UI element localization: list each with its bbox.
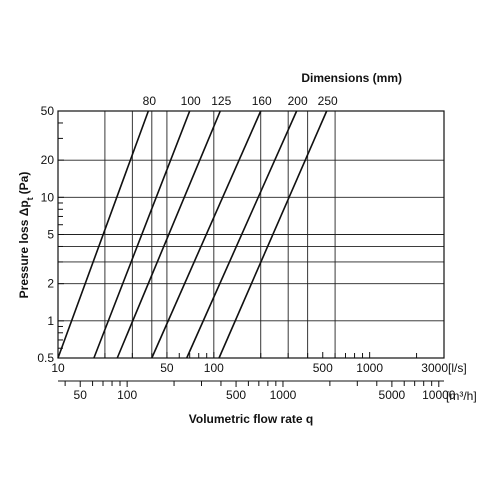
- dimension-label-80: 80: [143, 94, 157, 108]
- x2-tick-label: 10000: [422, 388, 456, 402]
- y-tick-label: 10: [41, 190, 55, 204]
- y-tick-label: 5: [47, 228, 54, 242]
- y-tick-label: 50: [41, 104, 55, 118]
- dimension-line-100: [93, 110, 191, 359]
- y-tick-label: 20: [41, 153, 55, 167]
- dimension-label-200: 200: [288, 94, 308, 108]
- y-tick-label: 0.5: [37, 351, 54, 365]
- dimension-label-100: 100: [181, 94, 201, 108]
- y-tick-label: 2: [47, 277, 54, 291]
- x2-tick-label: 5000: [379, 388, 406, 402]
- x-tick-label: 100: [204, 361, 224, 375]
- dimension-line-160: [151, 110, 262, 359]
- y-axis-ticks: 0.5 1 2 5 10 20 50: [37, 104, 64, 365]
- x2-tick-label: 500: [226, 388, 246, 402]
- x-axis-title: Volumetric flow rate q: [189, 412, 313, 426]
- dimension-line-80: [57, 110, 150, 359]
- dimension-label-160: 160: [252, 94, 272, 108]
- dimension-labels: 80 100 125 160 200 250: [143, 94, 338, 108]
- y-axis-title-main: Pressure loss Δp: [17, 200, 31, 298]
- dimension-label-250: 250: [318, 94, 338, 108]
- x-tick-label: 500: [313, 361, 333, 375]
- x-unit-primary: [l/s]: [448, 361, 467, 375]
- y-axis-title-unit: (Pa): [17, 172, 31, 195]
- chart-title: Dimensions (mm): [301, 71, 402, 85]
- x2-tick-label: 100: [117, 388, 137, 402]
- dimension-line-125: [116, 110, 222, 359]
- x-tick-label: 50: [160, 361, 174, 375]
- x-unit-secondary: [m³/h]: [446, 389, 477, 403]
- x-axis-secondary-ticks: 50 100 500 1000 5000 10000: [64, 381, 456, 402]
- x2-tick-label: 50: [74, 388, 88, 402]
- y-axis-title-subscript: t: [25, 197, 35, 200]
- y-tick-label: 1: [47, 314, 54, 328]
- x2-tick-label: 1000: [270, 388, 297, 402]
- dimension-line-200: [185, 110, 298, 359]
- dimension-lines: [57, 110, 328, 359]
- x-tick-label: 3000: [421, 361, 448, 375]
- dimension-label-125: 125: [211, 94, 231, 108]
- grid-lines: [58, 111, 444, 358]
- x-tick-label: 10: [51, 361, 65, 375]
- y-axis-title: Pressure loss Δpt (Pa): [17, 172, 35, 299]
- dimension-line-250: [218, 110, 328, 359]
- x-axis-primary-ticks: 10 50 100 500 1000 3000: [51, 352, 448, 375]
- x-tick-label: 1000: [356, 361, 383, 375]
